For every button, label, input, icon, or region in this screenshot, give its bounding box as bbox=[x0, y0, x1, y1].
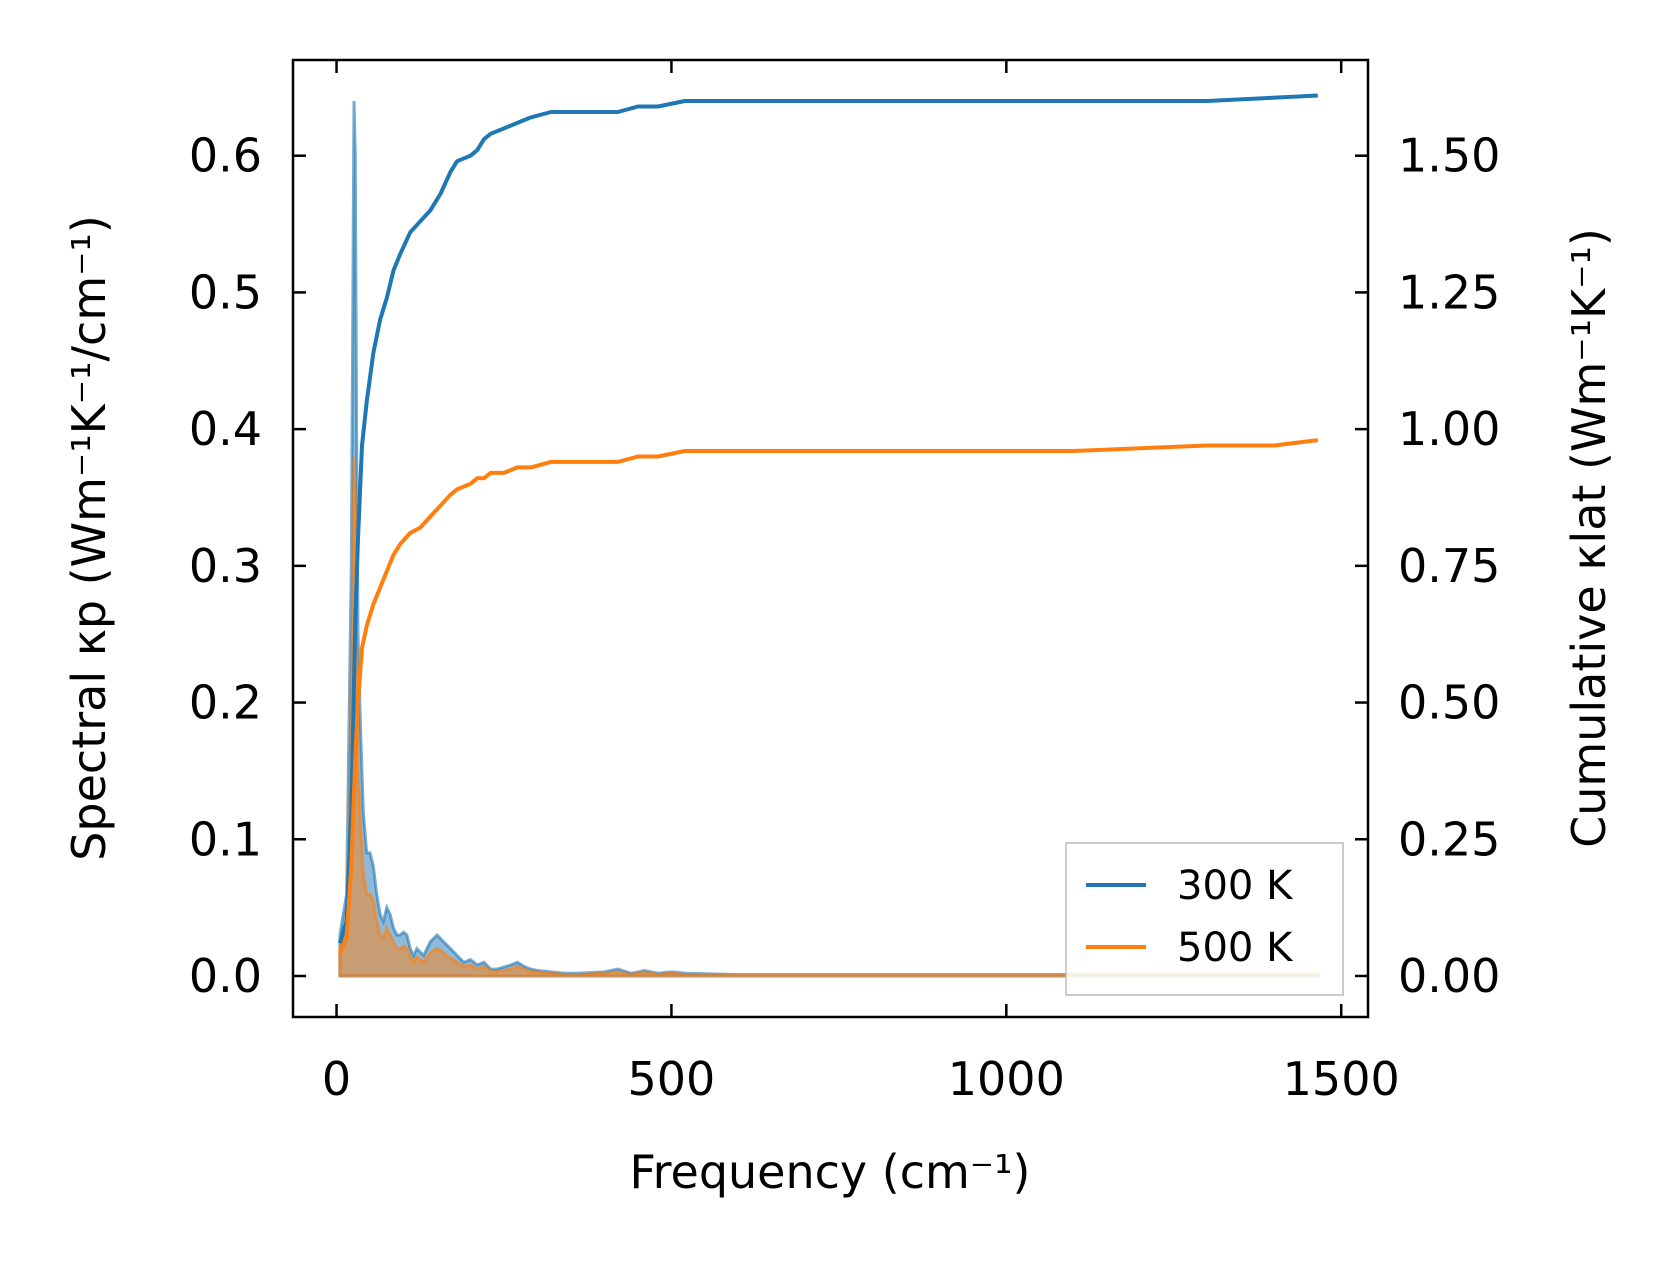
x-axis-label: Frequency (cm⁻¹) bbox=[630, 1145, 1031, 1199]
y-left-tick-label: 0.2 bbox=[189, 676, 262, 730]
y-right-tick-label: 0.50 bbox=[1398, 676, 1500, 730]
legend-label-300k: 300 K bbox=[1177, 863, 1294, 909]
y-left-tick-label: 0.5 bbox=[189, 265, 262, 319]
ticks-layer: 0 500 1000 1500 0.0 0.1 0.2 0.3 0.4 0.5 0.6 0.00 0.2… bbox=[189, 60, 1500, 1106]
y-right-tick-label: 1.00 bbox=[1398, 402, 1500, 456]
y-left-tick-label: 0.3 bbox=[189, 539, 262, 593]
y-right-tick-label: 1.50 bbox=[1398, 129, 1500, 183]
x-tick-label: 500 bbox=[628, 1052, 716, 1106]
x-tick-label: 1500 bbox=[1283, 1052, 1400, 1106]
x-tick-label: 1000 bbox=[948, 1052, 1065, 1106]
legend-label-500k: 500 K bbox=[1177, 925, 1294, 971]
y-right-tick-label: 1.25 bbox=[1398, 265, 1500, 319]
plot-frame bbox=[291, 58, 1370, 1019]
y-right-tick-label: 0.25 bbox=[1398, 812, 1500, 866]
legend: 300 K 500 K bbox=[1065, 842, 1344, 996]
spectral-area-500k bbox=[338, 456, 1320, 978]
cumulative-line-300k bbox=[337, 93, 1318, 944]
legend-box bbox=[1065, 842, 1344, 996]
y-left-tick-label: 0.4 bbox=[189, 402, 262, 456]
y-left-tick-label: 0.0 bbox=[189, 949, 262, 1003]
cumulative-layer bbox=[337, 93, 1319, 955]
y-right-tick-label: 0.75 bbox=[1398, 539, 1500, 593]
y-right-tick-label: 0.00 bbox=[1398, 949, 1500, 1003]
y-left-tick-label: 0.1 bbox=[189, 812, 262, 866]
y-right-axis-label: Cumulative κlat (Wm⁻¹K⁻¹) bbox=[1562, 228, 1616, 848]
cumulative-line-500k bbox=[338, 438, 1319, 955]
spectral-layer bbox=[338, 100, 1320, 978]
y-left-tick-label: 0.6 bbox=[189, 129, 262, 183]
y-left-axis-label: Spectral κp (Wm⁻¹K⁻¹/cm⁻¹) bbox=[62, 215, 116, 861]
x-tick-label: 0 bbox=[322, 1052, 351, 1106]
